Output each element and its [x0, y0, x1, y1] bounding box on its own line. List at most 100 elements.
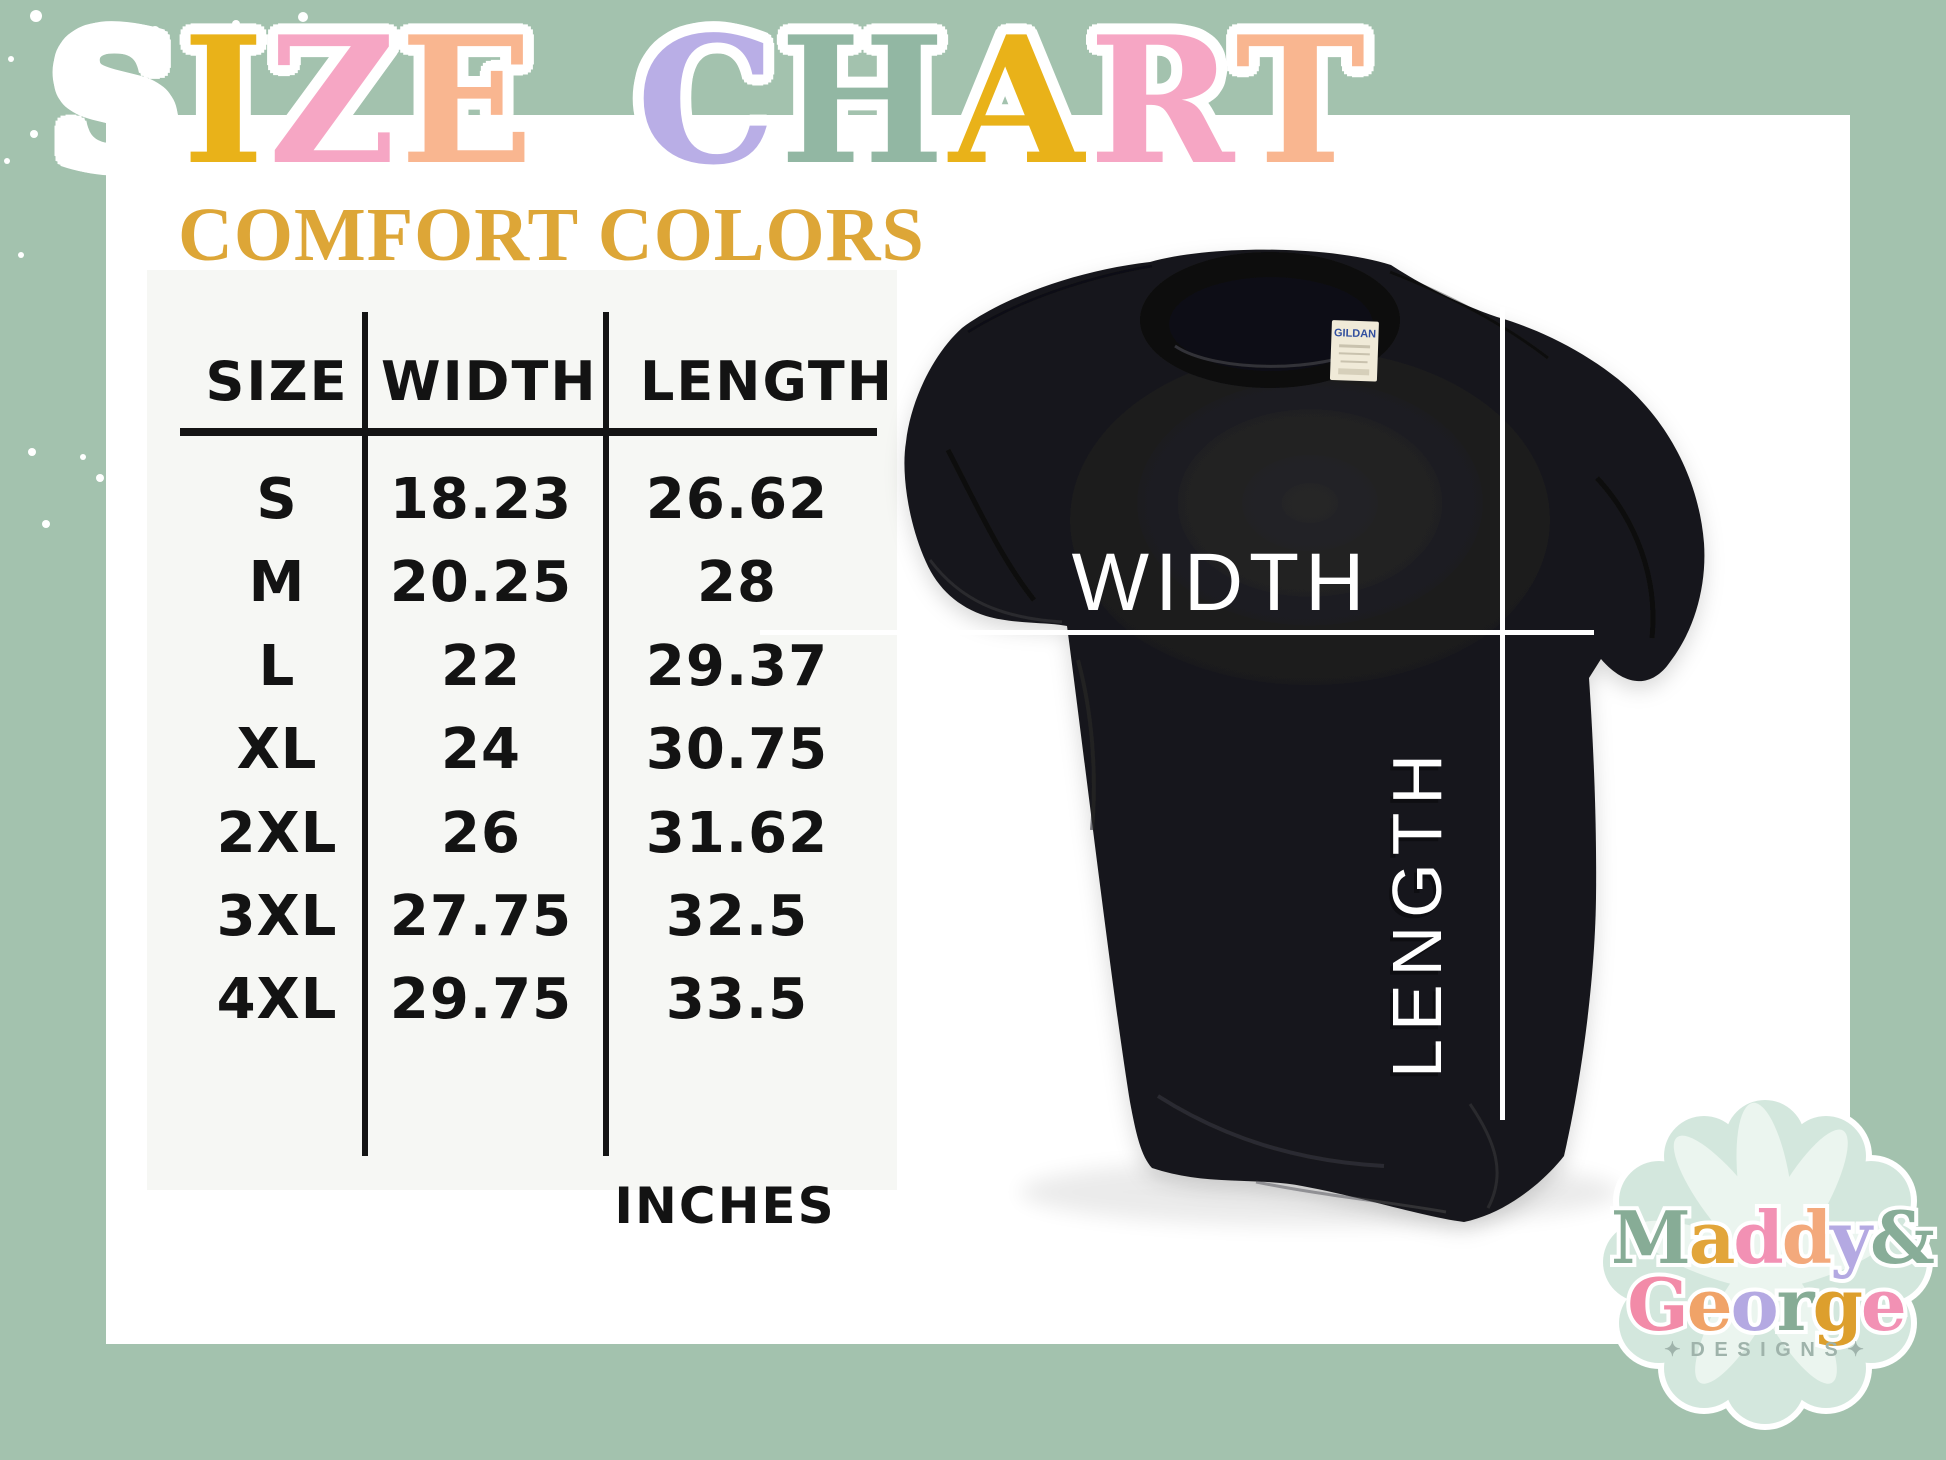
hem-wrinkle [1156, 1094, 1385, 1168]
length-label-shadow: LENGTH [1375, 750, 1453, 1082]
length-label: LENGTH [1378, 746, 1456, 1078]
table-row: L 22 29.37 [0, 625, 1946, 709]
letter: d [1782, 1195, 1831, 1280]
shoulder-seam-left [967, 264, 1153, 334]
table-row: XL 24 30.75 [0, 708, 1946, 792]
side-wrinkle [1076, 659, 1096, 831]
speckle-dot [4, 158, 10, 164]
brand-tag: GILDAN [1329, 320, 1379, 382]
speckle-dot [60, 44, 68, 52]
speckle-dot [28, 448, 36, 456]
size-cell: 2XL [216, 800, 338, 866]
speckle-dot [80, 454, 86, 460]
maker-logo-badge: Maddy& George ✦ D E S I G N S ✦ [1597, 1094, 1940, 1430]
hem-wrinkle [1468, 1103, 1499, 1209]
speckle-dot [8, 56, 14, 62]
size-cell: L [258, 633, 296, 699]
tag-line [1340, 360, 1368, 364]
tag-background [1329, 320, 1379, 382]
letter: y [1829, 1195, 1874, 1280]
left-cuff-crease [945, 448, 1036, 602]
letter: & [1870, 1195, 1934, 1280]
speckle-dot [30, 130, 38, 138]
letter: e [1687, 1262, 1731, 1347]
speckle-dot [96, 66, 104, 74]
table-row: S 18.23 26.62 [0, 458, 1946, 542]
left-cuff-highlight [928, 559, 1063, 624]
right-cuff-crease [1595, 476, 1656, 639]
length-cell: 31.62 [645, 800, 829, 866]
letter: T [1235, 0, 1370, 204]
speckle-dot [368, 54, 374, 60]
width-cell: 29.75 [389, 967, 573, 1033]
width-label: WIDTH [1072, 537, 1371, 628]
column-header-size: SIZE [205, 350, 349, 413]
table-rule-vertical-2 [603, 312, 609, 1156]
length-cell: 26.62 [645, 467, 829, 532]
tag-line [1338, 352, 1370, 356]
speckle-dot [150, 26, 160, 36]
daisy-icon [1636, 1102, 1896, 1384]
table-rule-horizontal [180, 428, 877, 436]
letter: R [1088, 0, 1236, 204]
letter: o [1731, 1262, 1777, 1347]
speckle-dot [30, 10, 42, 22]
width-cell: 18.23 [389, 467, 573, 532]
length-cell: 30.75 [645, 717, 829, 783]
width-cell: 20.25 [389, 550, 573, 616]
speckle-dot [42, 520, 50, 528]
letter: C [636, 0, 780, 204]
table-row: 3XL 27.75 32.5 [0, 875, 1946, 959]
letter: M [1611, 1195, 1689, 1280]
table-rule-vertical-1 [362, 312, 368, 1156]
length-cell: 33.5 [665, 967, 809, 1033]
letter: a [1689, 1195, 1734, 1280]
table-row: 4XL 29.75 33.5 [0, 958, 1946, 1042]
letter: d [1733, 1195, 1782, 1280]
letter: G [1627, 1262, 1687, 1347]
logo-word-george: George [1627, 1262, 1904, 1347]
letter: E [400, 0, 538, 204]
page-title: SIZE CHART [52, 14, 1369, 189]
letter: r [1777, 1262, 1816, 1347]
size-cell: M [248, 550, 306, 616]
length-measure-line [1500, 307, 1505, 1120]
length-cell: 32.5 [665, 884, 809, 949]
width-cell: 24 [441, 717, 521, 783]
letter: Z [268, 0, 401, 204]
speckle-dot [298, 12, 308, 22]
units-label: INCHES [614, 1177, 836, 1235]
width-cell: 26 [441, 800, 521, 866]
size-cell: 3XL [216, 884, 338, 949]
letter: I [182, 0, 269, 204]
column-header-length: LENGTH [640, 350, 894, 413]
table-row: M 20.25 28 [0, 541, 1946, 625]
column-header-width: WIDTH [381, 350, 598, 413]
letter: e [1861, 1262, 1905, 1347]
length-cell: 28 [697, 550, 777, 616]
letter: A [949, 0, 1089, 204]
speckle-dot [96, 474, 104, 482]
tag-brand-text: GILDAN [1334, 327, 1377, 340]
length-cell: 29.37 [645, 633, 829, 699]
speckle-dot [232, 20, 240, 28]
shoulder-seam-right [1389, 270, 1549, 360]
fabric-sheen [1070, 350, 1550, 690]
table-panel [147, 270, 897, 1190]
letter: H [779, 0, 949, 204]
speckle-dot [212, 90, 222, 100]
logo-word-maddy: Maddy& [1611, 1195, 1934, 1280]
width-cell: 27.75 [389, 884, 573, 949]
width-measure-line [760, 630, 1594, 635]
letter: S [52, 0, 183, 204]
tag-line [1339, 344, 1371, 349]
speckle-dot [18, 252, 24, 258]
size-cell: XL [236, 717, 318, 783]
size-cell: 4XL [216, 967, 338, 1033]
size-cell: S [256, 467, 298, 532]
width-cell: 22 [441, 633, 521, 699]
collar-opening [1169, 277, 1373, 371]
subtitle-brand: COMFORT COLORS [178, 193, 925, 277]
